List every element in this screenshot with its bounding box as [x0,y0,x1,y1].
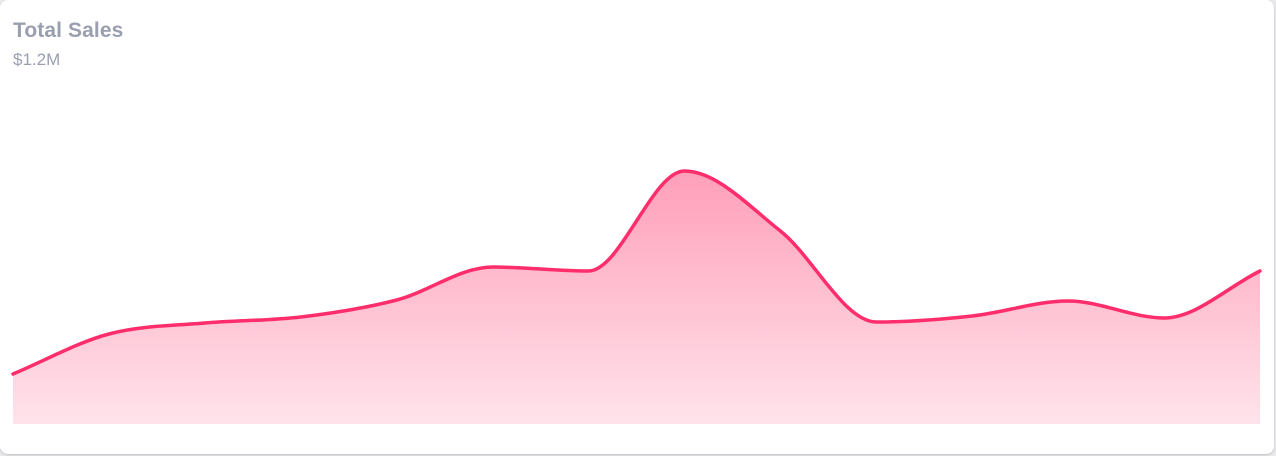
sales-area-fill [13,171,1260,424]
card-title: Total Sales [13,19,124,42]
sales-line [11,169,1262,376]
card-value: $1.2M [13,50,61,69]
